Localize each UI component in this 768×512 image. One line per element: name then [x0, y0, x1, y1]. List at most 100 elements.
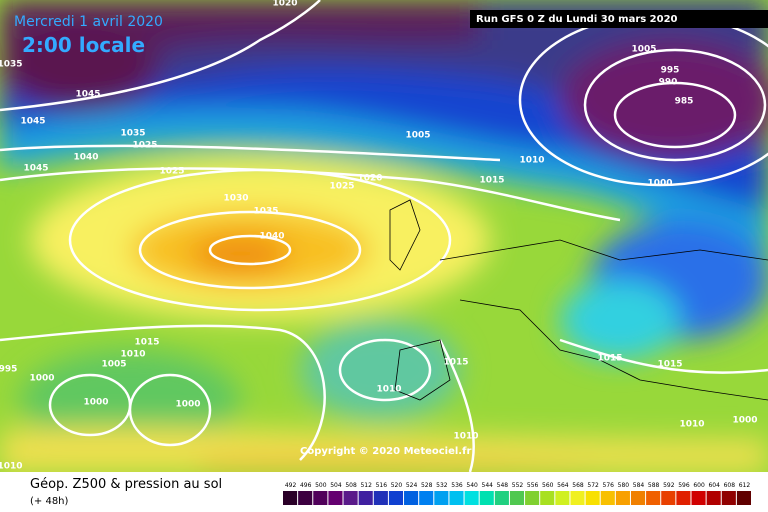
isobar-label: 1040: [73, 153, 98, 163]
colorbar-swatch: [479, 491, 494, 505]
colorbar-swatch: [494, 491, 509, 505]
colorbar-swatch: [373, 491, 388, 505]
footer-lead: (+ 48h): [30, 496, 69, 507]
colorbar-swatch: [676, 491, 691, 505]
isobar-label: 1035: [120, 129, 145, 139]
colorbar-label: 608: [724, 482, 736, 489]
colorbar-label: 512: [360, 482, 372, 489]
colorbar-label: 548: [497, 482, 509, 489]
isobar-label: 1000: [175, 400, 200, 410]
colorbar-swatch: [736, 491, 751, 505]
isobar-label: 1010: [120, 350, 145, 360]
colorbar-label: 584: [633, 482, 645, 489]
colorbar-swatch: [404, 491, 419, 505]
date-label: Mercredi 1 avril 2020: [14, 14, 163, 30]
colorbar-label: 560: [542, 482, 554, 489]
isobar-label: 1000: [29, 374, 54, 384]
colorbar-swatch: [313, 491, 328, 505]
copyright: Copyright © 2020 Meteociel.fr: [300, 446, 471, 457]
isobar-label: 1010: [519, 156, 544, 166]
colorbar-label: 492: [285, 482, 297, 489]
isobar-label: 1040: [259, 232, 284, 242]
colorbar-label: 564: [557, 482, 569, 489]
isobar-label: 1045: [75, 90, 100, 100]
colorbar-swatch: [343, 491, 358, 505]
colorbar-label: 524: [406, 482, 418, 489]
isobar-label: 1015: [657, 360, 682, 370]
colorbar-label: 612: [739, 482, 751, 489]
colorbar-label: 532: [436, 482, 448, 489]
colorbar-swatch: [328, 491, 343, 505]
colorbar-swatch: [646, 491, 661, 505]
isobar-label: 1025: [329, 182, 354, 192]
colorbar-label: 508: [345, 482, 357, 489]
colorbar-swatch: [691, 491, 706, 505]
colorbar-label: 556: [527, 482, 539, 489]
colorbar-label: 576: [603, 482, 615, 489]
colorbar-label: 536: [451, 482, 463, 489]
colorbar-swatch: [358, 491, 373, 505]
colorbar-label: 504: [330, 482, 342, 489]
colorbar-label: 588: [648, 482, 660, 489]
colorbar-swatch: [555, 491, 570, 505]
colorbar-label: 516: [376, 482, 388, 489]
colorbar-label: 572: [587, 482, 599, 489]
isobar-label: 985: [675, 97, 694, 107]
isobar-label: 995: [661, 66, 680, 76]
colorbar: 492 496 500 504 508 512 516 520 524 528 532 536 540 5…: [283, 482, 751, 505]
isobar-label: 1000: [732, 416, 757, 426]
colorbar-swatch: [449, 491, 464, 505]
isobar-label: 1015: [443, 358, 468, 368]
colorbar-label: 604: [708, 482, 720, 489]
isobar-label: 1035: [0, 60, 23, 70]
time-label: 2:00 locale: [22, 33, 145, 57]
colorbar-label: 552: [512, 482, 524, 489]
colorbar-swatch: [661, 491, 676, 505]
colorbar-label: 528: [421, 482, 433, 489]
colorbar-label: 540: [466, 482, 478, 489]
colorbar-swatch: [283, 491, 298, 505]
run-box: [470, 10, 768, 28]
colorbar-label: 496: [300, 482, 312, 489]
isobar-label: 1025: [159, 167, 184, 177]
colorbar-swatch: [464, 491, 479, 505]
isobar-label: 1000: [647, 179, 672, 189]
colorbar-swatch: [509, 491, 525, 505]
colorbar-label: 580: [618, 482, 630, 489]
colorbar-label: 568: [572, 482, 584, 489]
isobar-label: 1010: [0, 462, 23, 472]
colorbar-swatch: [615, 491, 630, 505]
isobar-label: 1020: [357, 174, 382, 184]
colorbar-swatch: [585, 491, 600, 505]
colorbar-swatch: [540, 491, 555, 505]
isobar-label: 1015: [479, 176, 504, 186]
colorbar-label: 544: [482, 482, 494, 489]
isobar-label: 1015: [597, 354, 622, 364]
isobar-labels: 1020 1035 1045 1045 1035 1025 1040 1045 1025 1005…: [0, 0, 758, 472]
colorbar-swatch: [630, 491, 646, 505]
colorbar-label: 500: [315, 482, 327, 489]
colorbar-swatch: [721, 491, 736, 505]
isobar-label: 1015: [134, 338, 159, 348]
colorbar-swatch: [600, 491, 615, 505]
isobar-label: 1020: [272, 0, 297, 9]
footer-title: Géop. Z500 & pression au sol: [30, 477, 222, 492]
isobar-label: 990: [659, 78, 678, 88]
colorbar-swatch: [525, 491, 540, 505]
isobar-label: 995: [0, 365, 17, 375]
colorbar-swatch: [434, 491, 449, 505]
colorbar-swatch: [706, 491, 721, 505]
isobar-label: 1010: [376, 385, 401, 395]
isobar-label: 1005: [631, 45, 656, 55]
isobar-label: 1005: [101, 360, 126, 370]
run-label: Run GFS 0 Z du Lundi 30 mars 2020: [476, 14, 678, 25]
field: [0, 0, 768, 473]
colorbar-swatch: [388, 491, 404, 505]
isobar-label: 1030: [223, 194, 248, 204]
colorbar-swatch: [570, 491, 585, 505]
colorbar-label: 592: [663, 482, 675, 489]
isobar-label: 1010: [453, 432, 478, 442]
isobar-label: 1035: [253, 207, 278, 217]
colorbar-swatch: [419, 491, 434, 505]
